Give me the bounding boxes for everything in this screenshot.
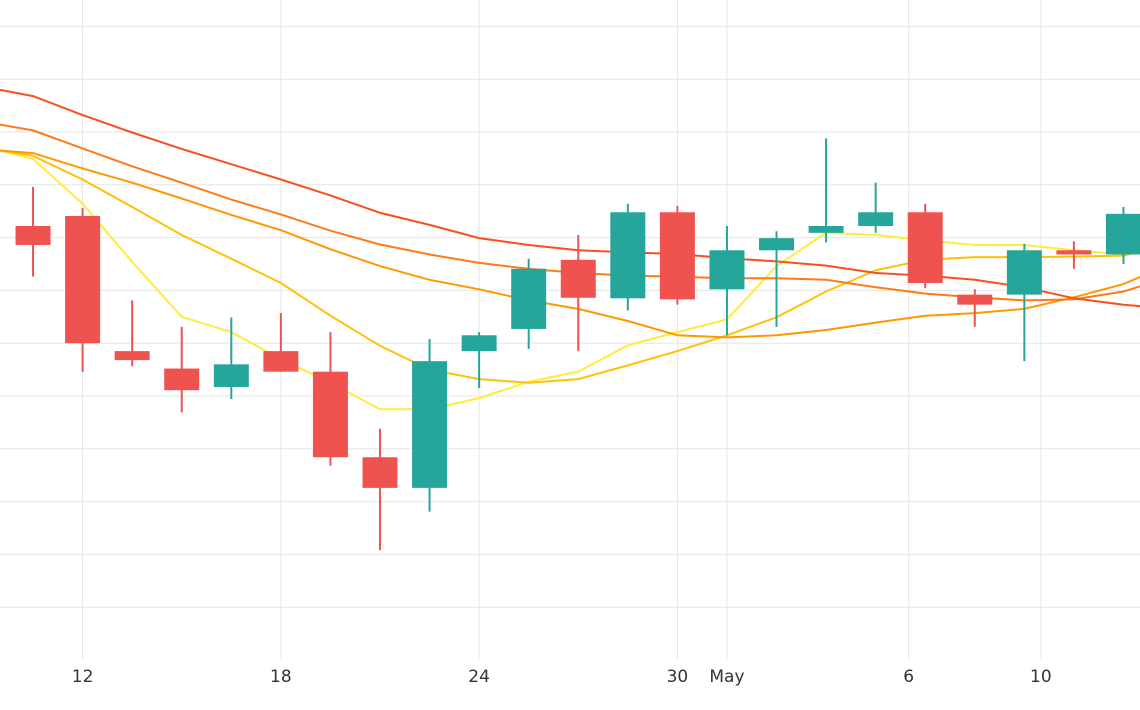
candle-body xyxy=(461,335,497,352)
x-tick-label: 18 xyxy=(270,667,292,687)
candle-body xyxy=(511,268,547,329)
candle xyxy=(15,186,51,277)
candle-body xyxy=(659,212,695,300)
candle xyxy=(511,258,547,350)
candle-body xyxy=(213,364,249,388)
candle xyxy=(907,203,943,289)
candle-body xyxy=(759,238,795,251)
candle xyxy=(412,338,448,512)
moving-average-line-2 xyxy=(0,149,1140,384)
candle-body xyxy=(412,361,448,488)
candle xyxy=(1105,206,1140,264)
candle xyxy=(164,326,200,413)
candle xyxy=(362,428,398,551)
candle-body xyxy=(957,294,993,305)
candle xyxy=(759,231,795,327)
candle xyxy=(1006,243,1042,362)
candle xyxy=(65,208,101,372)
candle-body xyxy=(858,212,894,226)
candle xyxy=(263,313,299,372)
candle-body xyxy=(1056,250,1092,255)
candle xyxy=(114,300,150,367)
candle xyxy=(858,182,894,233)
candle xyxy=(560,234,596,352)
candle xyxy=(957,289,993,327)
x-tick-label: 6 xyxy=(903,667,914,687)
horizontal-gridlines xyxy=(0,25,1140,608)
candle xyxy=(213,317,249,400)
candle-body xyxy=(312,371,348,458)
candle-body xyxy=(164,368,200,391)
candle xyxy=(808,138,844,243)
candle-body xyxy=(907,212,943,284)
x-tick-label: May xyxy=(709,667,744,687)
x-tick-label: 24 xyxy=(468,667,490,687)
candle-body xyxy=(709,250,745,290)
candle xyxy=(461,332,497,389)
candle-body xyxy=(1105,213,1140,255)
candle-body xyxy=(1006,250,1042,295)
candle-body xyxy=(560,259,596,298)
candle-body xyxy=(15,225,51,245)
candle xyxy=(312,332,348,466)
candle xyxy=(610,203,646,311)
candle-body xyxy=(114,351,150,361)
candle-body xyxy=(610,212,646,299)
candle xyxy=(709,225,745,336)
x-axis-tick-labels: 12 18 24 30 May 6 10 xyxy=(72,667,1052,687)
x-tick-label: 30 xyxy=(667,667,689,687)
candle xyxy=(659,205,695,305)
x-tick-label: 10 xyxy=(1030,667,1052,687)
candle-body xyxy=(808,225,844,233)
x-tick-label: 12 xyxy=(72,667,94,687)
moving-average-line-1 xyxy=(0,149,1140,411)
moving-average-lines xyxy=(0,88,1140,411)
candle xyxy=(1056,241,1092,269)
candle-body xyxy=(65,215,101,344)
candle-body xyxy=(263,351,299,372)
candles xyxy=(15,138,1140,551)
candle-body xyxy=(362,457,398,488)
